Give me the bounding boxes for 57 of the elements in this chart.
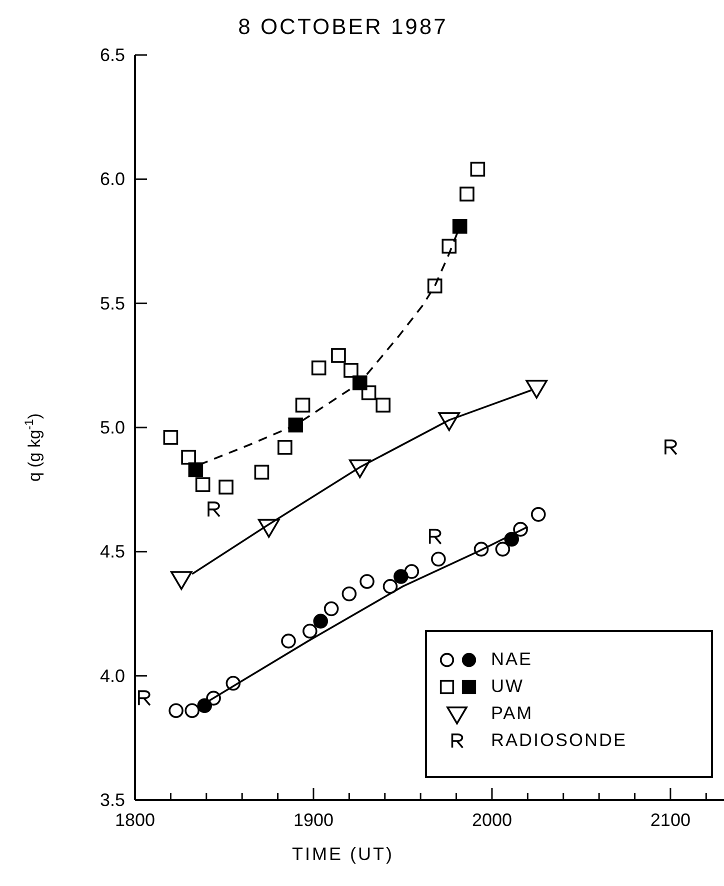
point <box>197 698 212 714</box>
point <box>530 507 546 522</box>
point <box>452 218 468 234</box>
point <box>331 348 346 363</box>
point <box>442 238 457 254</box>
point <box>138 690 151 706</box>
point <box>376 398 390 413</box>
point <box>295 398 310 413</box>
point <box>181 450 196 465</box>
y-tick-label: 6.0 <box>100 169 125 190</box>
legend-label: NAE <box>491 649 533 670</box>
point <box>163 430 178 445</box>
point <box>404 564 420 579</box>
point <box>324 601 339 616</box>
x-tick-label: 2000 <box>472 810 512 830</box>
x-tick-label: 1900 <box>293 810 334 830</box>
y-tick-label: 5.0 <box>100 418 125 438</box>
chart-title: 8 OCTOBER 1987 <box>237 14 449 40</box>
point <box>664 439 678 456</box>
point <box>302 624 318 639</box>
y-tick-label: 3.5 <box>100 790 125 810</box>
y-tick-label: 5.5 <box>100 293 125 314</box>
point <box>352 375 368 390</box>
y-tick-label: 4.5 <box>100 542 125 562</box>
point <box>428 528 442 545</box>
point <box>168 703 184 718</box>
point <box>382 579 398 594</box>
point <box>288 418 304 432</box>
point <box>526 380 548 399</box>
point <box>281 634 296 648</box>
point <box>278 440 292 455</box>
point <box>218 480 234 494</box>
x-tick-label: 2100 <box>650 810 690 830</box>
point <box>470 162 486 177</box>
point <box>394 569 408 584</box>
point <box>431 552 446 567</box>
point <box>360 574 374 589</box>
y-tick-label: 6.5 <box>100 45 125 65</box>
point <box>313 614 328 629</box>
legend-label: RADIOSONDE <box>491 730 628 751</box>
point <box>208 502 220 518</box>
point <box>195 477 210 492</box>
point <box>184 703 200 718</box>
point <box>170 571 192 590</box>
x-axis-title: TIME (UT) <box>291 844 395 865</box>
point <box>188 462 204 478</box>
point <box>342 586 357 602</box>
x-tick-label: 1800 <box>114 810 156 830</box>
point <box>311 360 326 376</box>
point <box>344 362 358 378</box>
point <box>495 542 510 557</box>
point <box>427 278 442 294</box>
legend-label: PAM <box>491 703 534 724</box>
legend-label: UW <box>491 676 524 697</box>
point <box>460 186 474 202</box>
point <box>254 464 270 480</box>
y-tick-label: 4.0 <box>100 666 125 686</box>
